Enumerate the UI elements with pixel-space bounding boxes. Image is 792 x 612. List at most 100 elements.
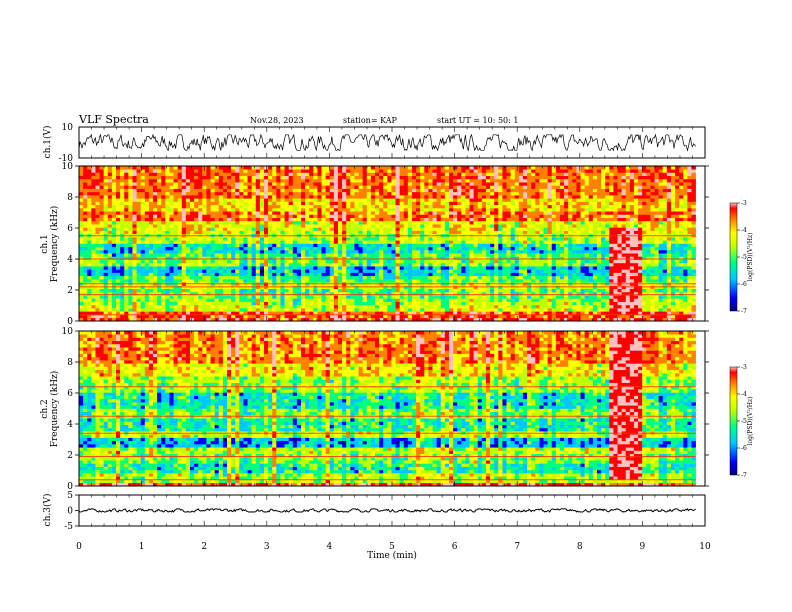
spectrogram-cell [358,266,363,270]
spectrogram-cell [309,262,314,267]
spectrogram-cell [411,308,417,312]
spectrogram-cell [420,314,425,319]
spectrogram-cell [539,295,544,299]
spectrogram-cell [259,317,265,322]
spectrogram-cell [374,272,380,277]
spectrogram-cell [403,275,409,280]
spectrogram-cell [485,275,491,280]
spectrogram-cell [654,227,659,231]
spectrogram-cell [522,253,528,257]
spectrogram-cell [391,230,396,235]
spectrogram-cell [457,266,462,270]
spectrogram-cell [691,291,696,296]
spectrogram-cell [374,227,380,231]
spectrogram-cell [157,266,162,270]
spectrogram-cell [461,259,466,264]
spectrogram-cell [633,249,639,254]
spectrogram-cell [329,240,335,244]
spectrogram-cell [477,220,483,225]
spectrogram-cell [358,269,363,273]
spectrogram-cell [642,311,647,315]
spectrogram-cell [342,291,347,296]
spectrogram-cell [601,311,606,315]
spectrogram-cell [95,304,100,309]
spectrogram-cell [391,272,396,277]
spectrogram-cell [411,314,417,319]
spectrogram-cell [510,227,516,231]
spectrogram-cell [633,291,639,296]
spectrogram-cell [654,272,659,277]
spectrogram-cell [259,249,265,254]
spectrogram-cell [683,311,688,315]
spectrogram-cell [231,240,236,244]
spectrogram-cell [152,262,158,267]
spectrogram-cell [568,288,573,293]
spectrogram-cell [411,288,417,293]
spectrogram-cell [564,304,569,309]
spectrogram-cell [181,220,187,225]
spectrogram-cell [522,230,528,235]
spectrogram-cell [387,253,392,257]
spectrogram-cell [428,220,433,225]
spectrogram-cell [206,237,211,241]
spectrogram-cell [506,237,511,241]
spectrogram-cell [670,298,676,302]
spectrogram-cell [654,304,659,309]
spectrogram-cell [263,301,269,306]
spectrogram-cell [296,227,302,231]
spectrogram-cell [87,301,92,306]
spectrogram-cell [325,311,331,315]
spectrogram-cell [531,256,536,260]
spectrogram-cell [313,224,318,228]
spectrogram-cell [161,227,166,231]
spectrogram-cell [391,295,396,299]
spectrogram-cell [407,311,413,315]
spectrogram-cell [370,220,376,225]
spectrogram-cell [292,291,298,296]
spectrogram-cell [177,269,183,273]
spectrogram-cell [358,224,363,228]
spectrogram-cell [609,295,614,299]
spectrogram-cell [514,308,520,312]
spectrogram-cell [420,214,425,218]
spectrogram-cell [87,256,92,260]
spectrogram-cell [440,288,446,293]
spectrogram-cell [288,279,294,283]
spectrogram-cell [185,295,191,299]
spectrogram-cell [395,227,400,231]
spectrogram-cell [629,217,635,222]
spectrogram-cell [91,308,96,312]
spectrogram-cell [222,240,228,244]
spectrogram-cell [173,249,178,254]
spectrogram-cell [173,291,178,296]
spectrogram-cell [444,262,450,267]
spectrogram-cell [675,279,680,283]
spectrogram-cell [584,262,590,267]
spectrogram-cell [148,304,154,309]
spectrogram-cell [399,237,405,241]
spectrogram-cell [329,291,335,296]
spectrogram-cell [251,214,257,218]
spectrogram-cell [518,269,524,273]
spectrogram-cell [383,249,388,254]
spectrogram-cell [337,288,343,293]
spectrogram-cell [642,230,647,235]
spectrogram-cell [457,237,462,241]
spectrogram-cell [243,230,248,235]
spectrogram-cell [152,240,158,244]
spectrogram-cell [259,253,265,257]
spectrogram-cell [383,240,388,244]
spectrogram-cell [555,275,561,280]
spectrogram-cell [107,230,113,235]
spectrogram-cell [148,243,154,248]
spectrogram-cell [518,301,524,306]
spectrogram-cell [337,266,343,270]
spectrogram-cell [91,295,96,299]
spectrogram-cell [103,304,109,309]
spectrogram-cell [95,249,100,254]
spectrogram-cell [124,230,129,235]
spectrogram-cell [658,217,664,222]
spectrogram-cell [157,295,162,299]
spectrogram-cell [679,291,684,296]
